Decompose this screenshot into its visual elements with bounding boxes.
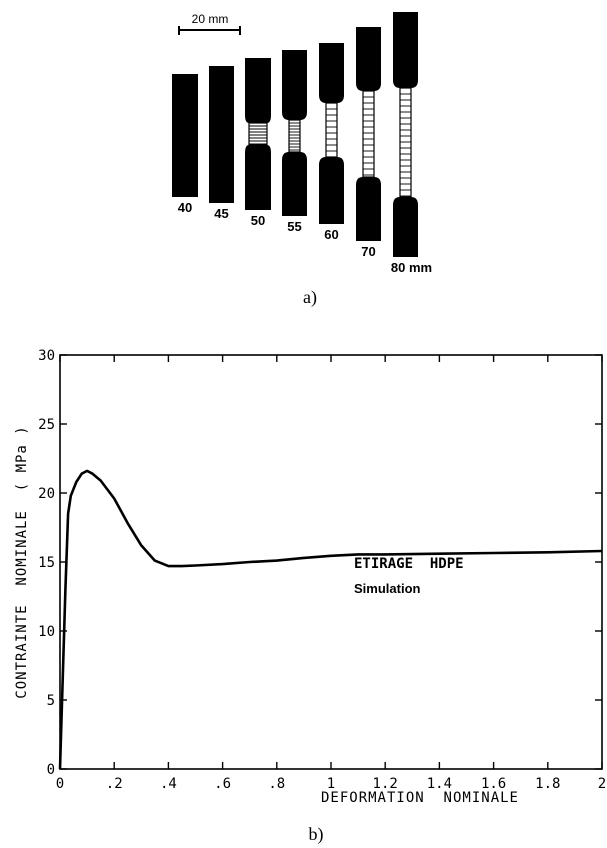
specimen-body bbox=[172, 74, 198, 197]
x-tick-label: 1 bbox=[327, 776, 335, 792]
x-tick-label: 1.8 bbox=[535, 776, 560, 792]
y-axis-label: CONTRAINTE NOMINALE ( MPa ) bbox=[14, 425, 30, 698]
stress-strain-curve bbox=[58, 469, 603, 770]
y-tick-group: 0 5 10 15 20 25 30 bbox=[38, 348, 602, 778]
y-tick-label: 15 bbox=[38, 555, 55, 571]
x-tick-label: 1.2 bbox=[373, 776, 398, 792]
y-tick-label: 0 bbox=[47, 762, 55, 778]
specimen-upper-grip bbox=[245, 58, 271, 123]
specimen-neck bbox=[325, 102, 338, 158]
x-tick-group: 0 .2 .4 .6 .8 1 1.2 1.4 1.6 1.8 2 bbox=[56, 355, 606, 792]
y-tick-label: 5 bbox=[47, 693, 55, 709]
specimen-neck bbox=[362, 90, 375, 178]
specimen: 50 bbox=[245, 58, 271, 228]
specimen: 60 bbox=[319, 43, 344, 242]
x-tick-label: .8 bbox=[268, 776, 285, 792]
x-tick-label: .2 bbox=[106, 776, 123, 792]
y-tick-label: 25 bbox=[38, 417, 55, 433]
specimen-label: 40 bbox=[178, 200, 192, 215]
specimen-lower-grip bbox=[319, 157, 344, 224]
annotation-subtitle: Simulation bbox=[354, 581, 421, 596]
specimen-group: 40 45 50 55 60 70 80 mm bbox=[172, 12, 432, 275]
x-tick-label: 1.6 bbox=[481, 776, 506, 792]
scale-bar-label: 20 mm bbox=[192, 12, 229, 26]
specimen-upper-grip bbox=[282, 50, 307, 120]
y-tick-label: 10 bbox=[38, 624, 55, 640]
specimen: 55 bbox=[282, 50, 307, 234]
specimen-panel: 20 mm 40 45 50 55 60 70 80 mm a) bbox=[172, 12, 432, 308]
chart-panel: 0 .2 .4 .6 .8 1 1.2 1.4 1.6 1.8 2 0 5 10 15 20 25 30 ETI… bbox=[14, 348, 606, 845]
panel-b-caption: b) bbox=[309, 824, 324, 845]
specimen-lower-grip bbox=[282, 152, 307, 216]
y-tick-label: 20 bbox=[38, 486, 55, 502]
x-tick-label: 2 bbox=[598, 776, 606, 792]
specimen-neck bbox=[399, 87, 412, 198]
specimen-upper-grip bbox=[393, 12, 418, 88]
specimen-upper-grip bbox=[356, 27, 381, 91]
x-axis-label: DEFORMATION NOMINALE bbox=[321, 790, 519, 806]
annotation-title: ETIRAGE HDPE bbox=[354, 556, 464, 572]
specimen-label: 55 bbox=[287, 219, 301, 234]
specimen-lower-grip bbox=[356, 177, 381, 241]
specimen-neck bbox=[248, 122, 268, 146]
panel-a-caption: a) bbox=[303, 287, 317, 308]
specimen-body bbox=[209, 66, 234, 203]
x-tick-label: 1.4 bbox=[427, 776, 452, 792]
specimen-upper-grip bbox=[319, 43, 344, 103]
specimen-label: 70 bbox=[361, 244, 375, 259]
specimen-label: 50 bbox=[251, 213, 265, 228]
specimen: 80 mm bbox=[391, 12, 432, 275]
specimen-label: 80 mm bbox=[391, 260, 432, 275]
x-tick-label: .6 bbox=[214, 776, 231, 792]
plot-frame bbox=[59, 354, 603, 770]
specimen-label: 45 bbox=[214, 206, 228, 221]
y-tick-label: 30 bbox=[38, 348, 55, 364]
specimen: 70 bbox=[356, 27, 381, 259]
x-tick-label: .4 bbox=[160, 776, 177, 792]
x-tick-label: 0 bbox=[56, 776, 64, 792]
specimen-lower-grip bbox=[245, 145, 271, 210]
specimen: 40 bbox=[172, 74, 198, 215]
specimen-lower-grip bbox=[393, 197, 418, 257]
specimen-neck bbox=[288, 119, 301, 153]
specimen: 45 bbox=[209, 66, 234, 221]
specimen-label: 60 bbox=[324, 227, 338, 242]
